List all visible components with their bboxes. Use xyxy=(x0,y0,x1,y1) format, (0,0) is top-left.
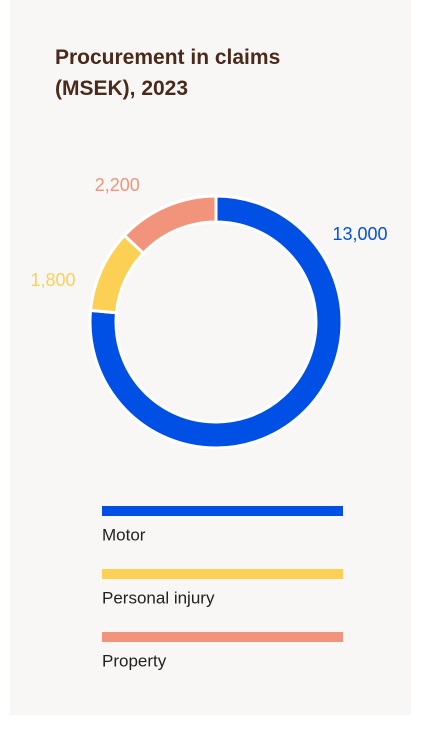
data-label: 13,000 xyxy=(332,224,387,244)
legend-label: Motor xyxy=(102,525,146,544)
legend-label: Personal injury xyxy=(102,588,215,607)
legend-swatch xyxy=(102,506,343,516)
legend-swatch xyxy=(102,569,343,579)
donut-segment xyxy=(122,194,218,256)
donut-segment xyxy=(88,194,344,450)
legend-swatch xyxy=(102,632,343,642)
chart-title: Procurement in claims (MSEK), 2023 xyxy=(55,46,281,100)
data-label: 1,800 xyxy=(30,270,75,290)
card xyxy=(10,0,411,715)
data-label: 2,200 xyxy=(95,175,140,195)
legend-label: Property xyxy=(102,651,167,670)
